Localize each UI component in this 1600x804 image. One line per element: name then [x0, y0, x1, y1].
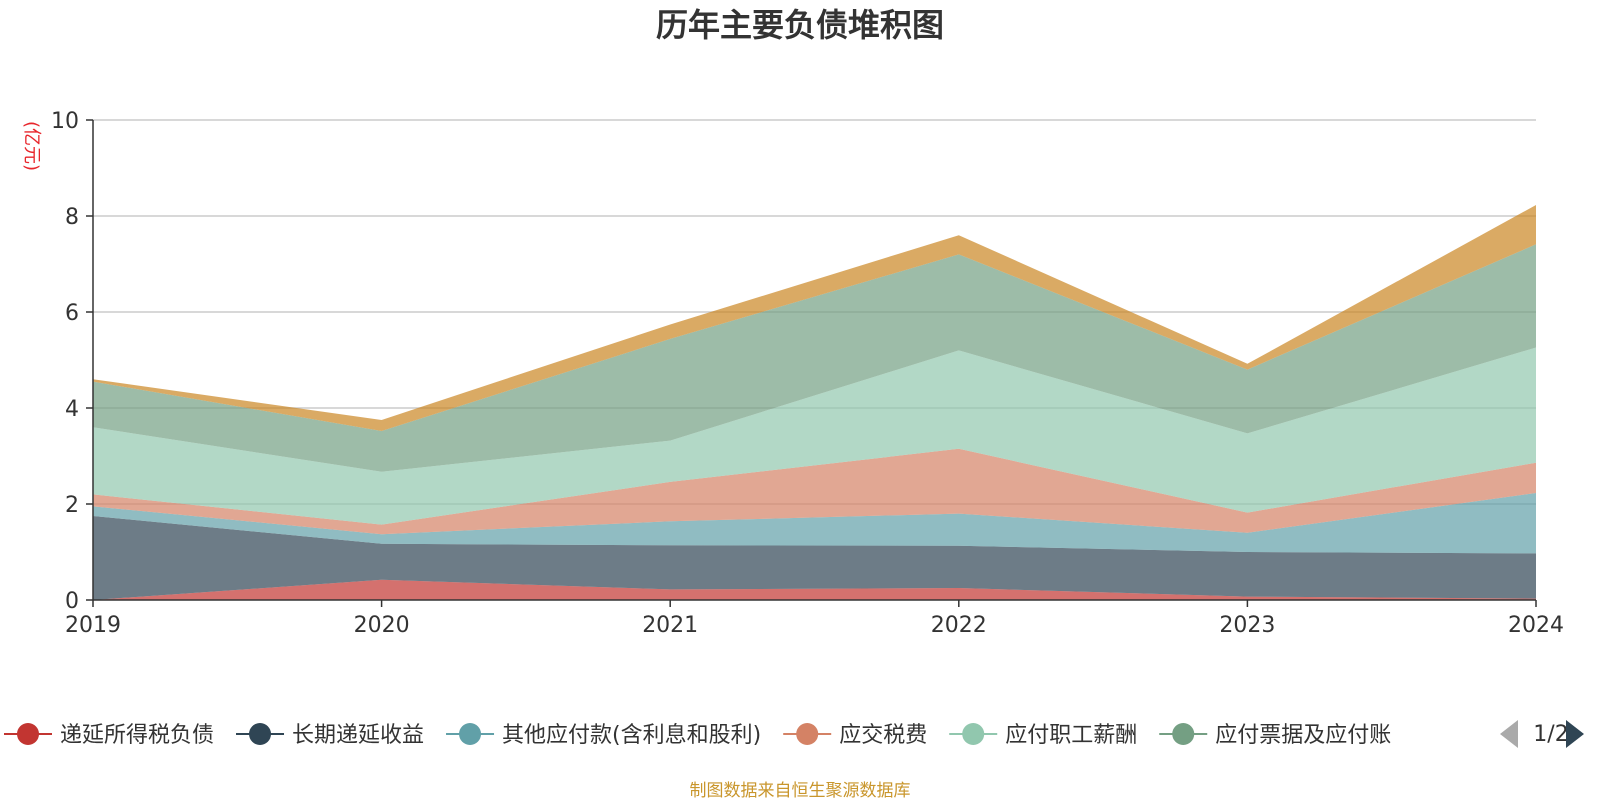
area-series: [93, 205, 1536, 600]
axes: 0 2 4 6 8 10 2019 2020 2021 2022 2023 2024: [51, 109, 1564, 638]
data-source-note: 制图数据来自恒生聚源数据库: [690, 781, 911, 800]
legend-item[interactable]: 其他应付款(含利息和股利): [446, 723, 761, 748]
legend-item[interactable]: 递延所得税负债: [4, 723, 214, 748]
x-tick-label: 2024: [1508, 613, 1564, 638]
y-tick-label: 0: [65, 589, 79, 614]
prev-page-icon[interactable]: [1500, 720, 1518, 748]
y-tick-label: 8: [65, 205, 79, 230]
y-tick-label: 10: [51, 109, 79, 134]
area-series-5: [93, 244, 1536, 472]
legend[interactable]: 递延所得税负债 长期递延收益 其他应付款(含利息和股利) 应交税费 应付职工薪酬 应付票据…: [4, 723, 1391, 748]
area-series-3: [93, 448, 1536, 535]
legend-item[interactable]: 应付票据及应付账: [1159, 723, 1391, 748]
legend-item[interactable]: 长期递延收益: [236, 723, 424, 748]
area-series-1: [93, 516, 1536, 600]
y-unit-label: (亿元): [21, 121, 42, 171]
x-tick-label: 2021: [642, 613, 698, 638]
legend-item[interactable]: 应付职工薪酬: [949, 723, 1137, 748]
legend-marker-icon: [796, 723, 819, 745]
x-tick-label: 2020: [354, 613, 410, 638]
legend-marker-icon: [1172, 723, 1195, 745]
next-page-icon[interactable]: [1566, 720, 1584, 748]
legend-label: 递延所得税负债: [60, 723, 214, 748]
legend-label: 应付票据及应付账: [1215, 723, 1391, 748]
x-tick-label: 2019: [65, 613, 121, 638]
area-series-2: [93, 493, 1536, 554]
y-tick-label: 4: [65, 397, 79, 422]
legend-label: 其他应付款(含利息和股利): [502, 723, 761, 748]
legend-marker-icon: [17, 723, 39, 745]
area-series-0: [93, 579, 1536, 600]
legend-marker-icon: [249, 723, 272, 745]
legend-pager[interactable]: 1/2: [1500, 720, 1584, 748]
x-tick-label: 2023: [1219, 613, 1275, 638]
y-tick-label: 2: [65, 493, 79, 518]
legend-label: 应交税费: [839, 723, 927, 748]
chart-title: 历年主要负债堆积图: [656, 6, 944, 44]
legend-item[interactable]: 应交税费: [783, 723, 927, 748]
x-tick-label: 2022: [931, 613, 987, 638]
legend-page-indicator: 1/2: [1533, 722, 1568, 747]
legend-marker-icon: [459, 723, 482, 745]
legend-label: 应付职工薪酬: [1005, 723, 1137, 748]
area-series-4: [93, 347, 1536, 525]
legend-marker-icon: [962, 723, 985, 745]
y-tick-label: 6: [65, 301, 79, 326]
legend-label: 长期递延收益: [292, 723, 424, 748]
